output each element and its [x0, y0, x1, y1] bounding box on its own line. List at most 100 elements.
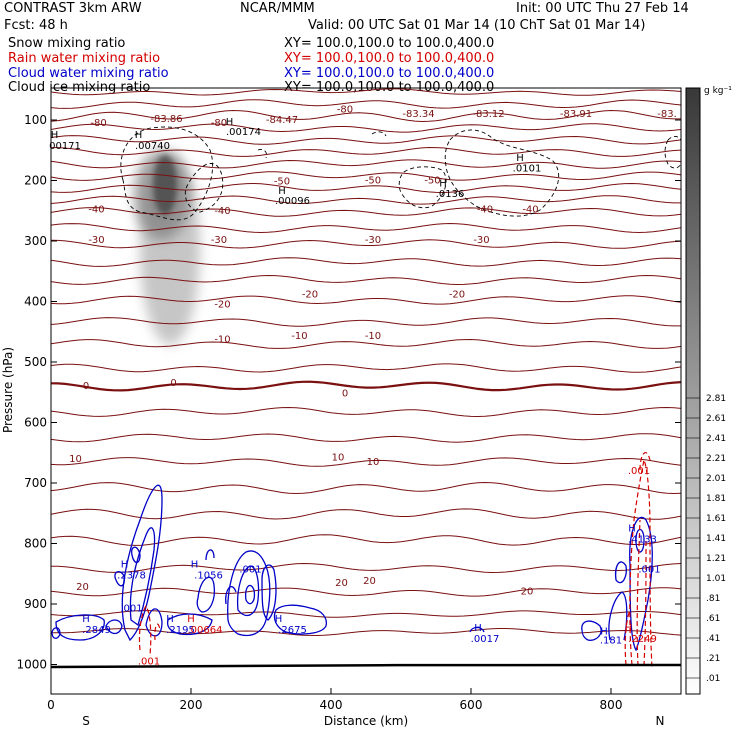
temperature-label: 20 [335, 578, 348, 589]
y-tick-label: 1000 [16, 658, 47, 672]
cloud-water-label: .1056 [194, 571, 223, 582]
temperature-label: -83.34 [402, 109, 434, 120]
temperature-contour-line [51, 295, 681, 305]
colorbar-tick-label: 2.21 [706, 454, 726, 464]
temperature-label: -10 [214, 335, 230, 346]
legend-snow-xy: XY= 100.0,100.0 to 100.0,400.0 [284, 36, 495, 51]
temperature-label: -30 [365, 235, 381, 246]
temperature-contour-line [51, 628, 681, 637]
legend-snow-label: Snow mixing ratio [8, 36, 126, 51]
temperature-contour-line [51, 159, 681, 169]
y-tick-label: 700 [24, 476, 47, 490]
y-tick-label: 200 [24, 174, 47, 188]
cloud-water-label: .4133 [628, 534, 657, 545]
temperature-label: 20 [363, 576, 376, 587]
snow-label: H [278, 186, 286, 197]
temperature-label: -40 [214, 206, 230, 217]
snow-label: .0136 [436, 189, 465, 200]
rain-water-contours [138, 452, 653, 669]
temperature-contour-line [51, 610, 681, 618]
x-tick-label: 400 [320, 698, 343, 712]
temperature-label: 20 [521, 586, 534, 597]
cloud-water-label: .001 [120, 603, 142, 614]
cloud-ice-contours [120, 126, 681, 221]
header-center: NCAR/MMM [240, 1, 315, 16]
temperature-contour-line [51, 222, 681, 234]
temperature-label: -20 [214, 300, 230, 311]
header-init: Init: 00 UTC Thu 27 Feb 14 [516, 1, 689, 16]
temperature-label: -83.86 [150, 114, 182, 125]
temperature-contour-line [51, 88, 681, 96]
snow-label: .00096 [275, 196, 310, 207]
cloud-water-label: .2195 [166, 625, 195, 636]
temperature-contour-line [51, 380, 681, 392]
rain-label: .001 [138, 657, 160, 668]
temperature-label: -80 [211, 118, 227, 129]
legend-rain-label: Rain water mixing ratio [8, 51, 161, 66]
temperature-label: -40 [477, 205, 493, 216]
temperature-label: 0 [83, 381, 89, 392]
temperature-contours [51, 88, 681, 637]
temperature-label: 10 [69, 454, 82, 465]
header-left1: CONTRAST 3km ARW [4, 1, 142, 16]
temperature-contour-line [51, 239, 681, 249]
snow-label: H [135, 130, 143, 141]
temperature-label: -10 [365, 331, 381, 342]
header-left2: Fcst: 48 h [4, 18, 68, 33]
cloud-water-label: H [275, 614, 283, 625]
cloud-water-label: H [82, 614, 90, 625]
rain-label: H [625, 623, 633, 634]
snow-label: H [226, 117, 234, 128]
temperature-contour-line [51, 182, 681, 194]
rain-label: .00664 [188, 625, 223, 636]
cloud-water-label: H [600, 626, 608, 637]
cloud-water-label: .0017 [471, 634, 500, 645]
contour-labels: -80 -80 -80 -83.86 -84.47 -83.34 -83.12 -83.91 -… [49, 105, 677, 668]
snow-label: 00171 [49, 141, 81, 152]
temperature-contour-line [51, 508, 681, 520]
legend-cloudwater-label: Cloud water mixing ratio [8, 66, 169, 81]
colorbar-tick-label: 2.01 [706, 474, 726, 484]
y-axis-label: Pressure (hPa) [1, 347, 15, 433]
temperature-label: -83.91 [560, 109, 592, 120]
temperature-label: -84.47 [266, 115, 298, 126]
y-tick-label: 900 [24, 597, 47, 611]
temperature-label: -10 [291, 331, 307, 342]
temperature-contour-line [51, 457, 681, 467]
temperature-contour-line [51, 99, 681, 109]
temperature-contour-line [51, 406, 681, 418]
cloud-water-label: .001 [638, 565, 660, 576]
cloud-water-label: .001 [239, 565, 261, 576]
temperature-label: 0 [342, 388, 348, 399]
temperature-contour-line [51, 135, 681, 145]
temperature-contour-line [51, 562, 681, 574]
plot-frame [50, 87, 682, 695]
temperature-contour-line [51, 195, 681, 205]
temperature-contour-line [51, 317, 681, 327]
temperature-label: -50 [424, 176, 440, 187]
cloud-water-label: .2378 [117, 571, 146, 582]
rain-label: H [187, 614, 195, 625]
snow-label: .0101 [513, 163, 542, 174]
temperature-label: -20 [449, 289, 465, 300]
y-tick-label: 400 [24, 295, 47, 309]
rain-label: .001 [628, 466, 650, 477]
snow-shading [134, 150, 200, 345]
cloud-water-label: H [121, 560, 129, 571]
colorbar-tick-label: .21 [706, 654, 720, 664]
cloud-water-label: H [166, 614, 174, 625]
colorbar-tick-label: 1.61 [706, 514, 726, 524]
snow-label: H [439, 179, 447, 190]
colorbar-tick-label: 1.81 [706, 494, 726, 504]
x-tick-label: 800 [600, 698, 623, 712]
colorbar-tick-label: 1.21 [706, 554, 726, 564]
colorbar [685, 87, 701, 695]
temperature-label: -20 [302, 289, 318, 300]
temperature-contour-line [51, 363, 681, 373]
cloud-water-label: H [474, 623, 482, 634]
temperature-contour-line [51, 338, 681, 349]
rain-label: .2249 [628, 634, 657, 645]
temperature-label: -40 [88, 205, 104, 216]
